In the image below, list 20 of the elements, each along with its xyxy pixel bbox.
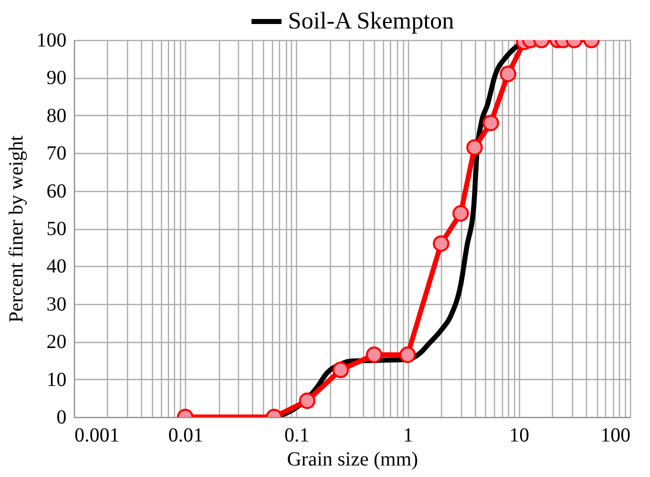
y-tick-label: 40 — [46, 256, 66, 278]
y-tick-label: 80 — [46, 104, 66, 127]
x-tick-label: 10 — [509, 424, 530, 446]
x-tick-label: 0.1 — [284, 424, 310, 446]
y-tick-label: 20 — [46, 331, 66, 354]
legend-label: Soil-A Skempton — [288, 8, 454, 34]
x-tick-label: 100 — [600, 424, 630, 446]
y-tick-label: 60 — [46, 180, 66, 202]
y-tick-label: 90 — [46, 67, 66, 90]
y-tick-label: 100 — [36, 30, 66, 52]
x-tick-label: 0.001 — [74, 424, 120, 446]
y-tick-label: 30 — [46, 293, 66, 316]
x-tick-label: 0.01 — [168, 424, 204, 446]
y-tick-label: 10 — [46, 368, 66, 391]
y-tick-label: 70 — [46, 142, 66, 165]
x-axis-title: Grain size (mm) — [286, 448, 418, 470]
y-axis-title: Percent finer by weight — [6, 134, 28, 323]
x-tick-label: 1 — [403, 424, 414, 446]
y-tick-label: 0 — [56, 406, 66, 428]
y-tick-label: 50 — [46, 218, 66, 240]
